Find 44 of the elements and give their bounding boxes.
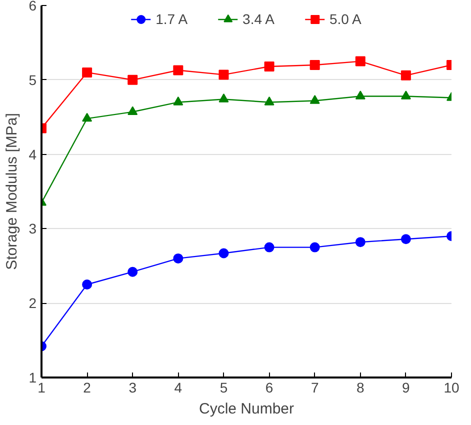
point — [355, 237, 366, 248]
point — [400, 234, 411, 244]
point — [128, 74, 138, 85]
point — [310, 60, 320, 70]
y-axis-title: Storage Modulus [MPa] — [4, 113, 21, 270]
legend-label: 3.4 A — [242, 11, 274, 27]
x-tick-label: 3 — [128, 380, 137, 396]
legend-label: 1.7 A — [156, 11, 188, 27]
y-tick-label: 6 — [28, 0, 37, 14]
point — [82, 67, 92, 78]
point — [128, 266, 138, 277]
x-tick-label: 4 — [174, 380, 182, 396]
point — [264, 242, 274, 252]
point — [310, 95, 320, 104]
point — [218, 94, 229, 102]
point — [173, 253, 184, 264]
point — [400, 90, 411, 100]
x-tick-label: 10 — [444, 380, 460, 396]
x-tick-label: 9 — [402, 380, 410, 396]
y-tick-label: 4 — [28, 146, 37, 162]
x-axis-title: Cycle Number — [198, 400, 294, 418]
point — [218, 70, 229, 80]
y-tick-label: 1 — [28, 370, 37, 386]
point — [264, 62, 274, 72]
point — [218, 248, 229, 258]
point — [173, 96, 184, 106]
x-tick-label: 5 — [220, 380, 228, 396]
point — [400, 70, 411, 80]
point — [173, 65, 184, 76]
point — [355, 56, 366, 66]
y-tick-label: 2 — [28, 295, 37, 312]
y-tick-label: 3 — [28, 220, 37, 237]
x-tick-label: 6 — [265, 380, 274, 396]
point — [82, 280, 92, 290]
point — [82, 112, 92, 122]
legend-label: 5.0 A — [329, 11, 362, 27]
point — [355, 90, 366, 100]
point — [264, 96, 274, 106]
point — [310, 242, 320, 252]
x-tick-label: 2 — [83, 380, 92, 396]
x-tick-label: 8 — [356, 380, 364, 396]
point — [128, 106, 138, 115]
y-tick-label: 5 — [28, 72, 37, 88]
x-tick-label: 7 — [310, 380, 319, 396]
